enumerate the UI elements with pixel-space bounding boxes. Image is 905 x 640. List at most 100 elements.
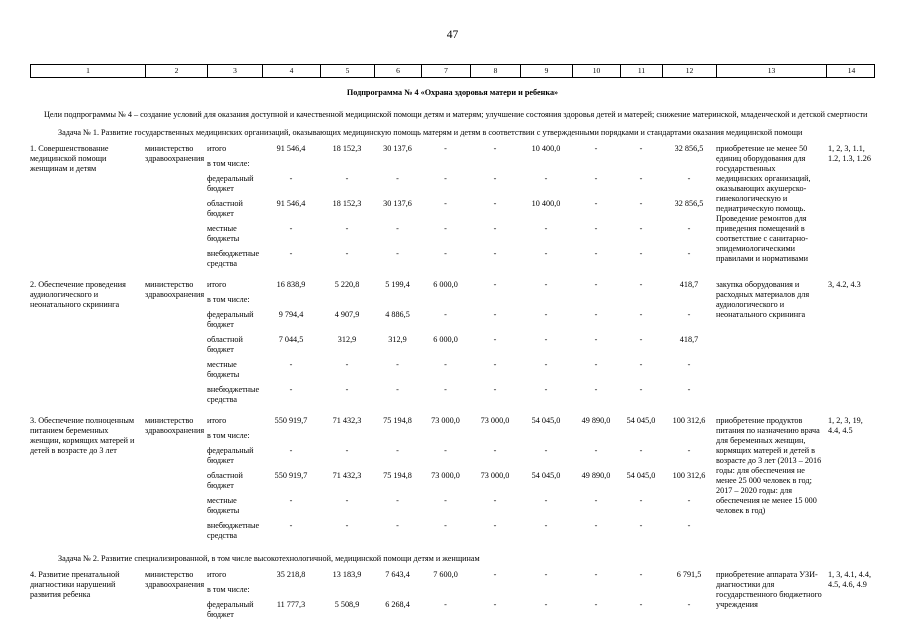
row-budget-lines: итого 35 218,8 13 183,9 7 643,4 7 600,0 - - - - 6… [207, 570, 716, 625]
budget-line-value: 16 838,9 [276, 280, 306, 289]
budget-line-value: - [594, 174, 598, 183]
budget-line-value: - [345, 496, 349, 505]
budget-line-value: - [687, 496, 691, 505]
budget-line-value: - [639, 446, 643, 455]
budget-line-value: 18 152,3 [332, 144, 362, 153]
budget-line-value: - [544, 600, 548, 609]
row-budget-lines: итого 16 838,9 5 220,8 5 199,4 6 000,0 - - - - 41… [207, 280, 716, 410]
budget-line-label: федеральный бюджет [207, 446, 254, 465]
budget-line-value: - [396, 446, 399, 455]
row-name: 1. Совершенствование медицинской помощи … [30, 144, 109, 173]
budget-line-label: в том числе: [207, 431, 250, 440]
budget-line-label: областной бюджет [207, 335, 243, 354]
budget-line: областной бюджет 7 044,5 312,9 312,9 6 000,0… [207, 335, 716, 355]
budget-line-value: 71 432,3 [332, 416, 362, 425]
budget-line-value: - [444, 600, 447, 609]
budget-line: местные бюджеты - - - - - - - - - [207, 224, 716, 244]
budget-line: местные бюджеты - - - - - - - - - [207, 360, 716, 380]
row-expected-result: приобретение не менее 50 единиц оборудов… [716, 144, 811, 263]
budget-line-value: - [594, 521, 598, 530]
budget-line-label: федеральный бюджет [207, 174, 254, 193]
budget-line-value: 35 218,8 [276, 570, 306, 579]
budget-line-value: - [639, 600, 643, 609]
table-column-numbers-row: 1 2 3 4 5 6 7 8 9 10 11 12 13 14 [30, 64, 875, 78]
budget-line-value: - [594, 224, 598, 233]
budget-line-value: - [639, 335, 643, 344]
budget-line-value: 4 907,9 [334, 310, 360, 319]
budget-line: федеральный бюджет - - - - - - - - - [207, 446, 716, 466]
budget-line-value: - [594, 360, 598, 369]
budget-line-value: - [493, 174, 497, 183]
budget-line-value: - [493, 496, 497, 505]
budget-line-value: - [345, 385, 349, 394]
budget-line-value: - [493, 446, 497, 455]
budget-line-value: 6 268,4 [385, 600, 410, 609]
budget-line-value: - [687, 310, 691, 319]
budget-line-value: 49 890,0 [581, 416, 611, 425]
budget-line-value: - [594, 249, 598, 258]
budget-line-value: 73 000,0 [480, 471, 510, 480]
budget-line-value: - [444, 360, 447, 369]
budget-line-value: - [594, 600, 598, 609]
budget-line: областной бюджет 550 919,7 71 432,3 75 194,… [207, 471, 716, 491]
budget-line-value: - [544, 521, 548, 530]
budget-line-value: - [594, 280, 598, 289]
budget-line-value: - [544, 385, 548, 394]
row-name: 3. Обеспечение полноценным питанием бере… [30, 416, 135, 455]
budget-line-value: 91 546,4 [276, 199, 306, 208]
row-executor: министерство здравоохранения [145, 570, 205, 589]
budget-line-value: 49 890,0 [581, 471, 611, 480]
row-name: 4. Развитие пренатальной диагностики нар… [30, 570, 120, 599]
budget-line-value: 6 791,5 [676, 570, 702, 579]
budget-line-value: - [444, 249, 447, 258]
budget-line-value: - [345, 249, 349, 258]
budget-line: в том числе: [207, 585, 716, 595]
budget-line-value: 550 919,7 [274, 471, 308, 480]
page-number: 47 [446, 29, 459, 41]
budget-line: итого 16 838,9 5 220,8 5 199,4 6 000,0 - - - - 41… [207, 280, 716, 290]
budget-line-value: - [493, 280, 497, 289]
column-number-13: 13 [717, 65, 827, 77]
budget-line-value: 18 152,3 [332, 199, 362, 208]
budget-line-value: - [639, 224, 643, 233]
budget-line-value: - [544, 496, 548, 505]
budget-line-value: - [687, 600, 691, 609]
budget-line-value: 5 508,9 [334, 600, 360, 609]
budget-line-label: итого [207, 144, 227, 153]
budget-line-value: - [444, 521, 447, 530]
budget-line-value: 6 000,0 [433, 280, 458, 289]
budget-line-value: - [444, 385, 447, 394]
row-indicator-refs: 1, 2, 3, 1.1, 1.2, 1.3, 1.26 [828, 144, 871, 163]
column-number-1: 1 [31, 65, 146, 77]
budget-line-value: 54 045,0 [531, 416, 561, 425]
budget-line-value: - [444, 199, 447, 208]
budget-line-value: - [345, 521, 349, 530]
budget-line-value: 5 199,4 [385, 280, 410, 289]
row-executor: министерство здравоохранения [145, 144, 205, 163]
budget-line-label: федеральный бюджет [207, 310, 254, 329]
budget-line-value: - [345, 446, 349, 455]
budget-line-value: - [396, 496, 399, 505]
budget-line-value: - [444, 496, 447, 505]
budget-line-value: 312,9 [388, 335, 407, 344]
budget-line-value: - [594, 310, 598, 319]
budget-line-value: - [493, 249, 497, 258]
budget-line-value: - [493, 199, 497, 208]
budget-line-value: 54 045,0 [531, 471, 561, 480]
budget-line-value: - [289, 446, 293, 455]
budget-line-value: 73 000,0 [431, 416, 460, 425]
column-number-14: 14 [847, 66, 856, 75]
budget-line: в том числе: [207, 295, 716, 305]
budget-line-value: - [289, 174, 293, 183]
budget-line-value: - [544, 310, 548, 319]
row-indicator-refs: 1, 3, 4.1, 4.4, 4.5, 4.6, 4.9 [828, 570, 871, 589]
budget-line-label: внебюджетные средства [207, 521, 260, 540]
budget-line-value: - [594, 385, 598, 394]
budget-line-label: областной бюджет [207, 199, 243, 218]
budget-line-value: - [396, 385, 399, 394]
column-number-12: 12 [663, 65, 717, 77]
budget-line-label: федеральный бюджет [207, 600, 254, 619]
budget-line-value: - [396, 249, 399, 258]
budget-line-value: 9 794,4 [278, 310, 304, 319]
budget-line-value: 100 312,6 [672, 416, 706, 425]
